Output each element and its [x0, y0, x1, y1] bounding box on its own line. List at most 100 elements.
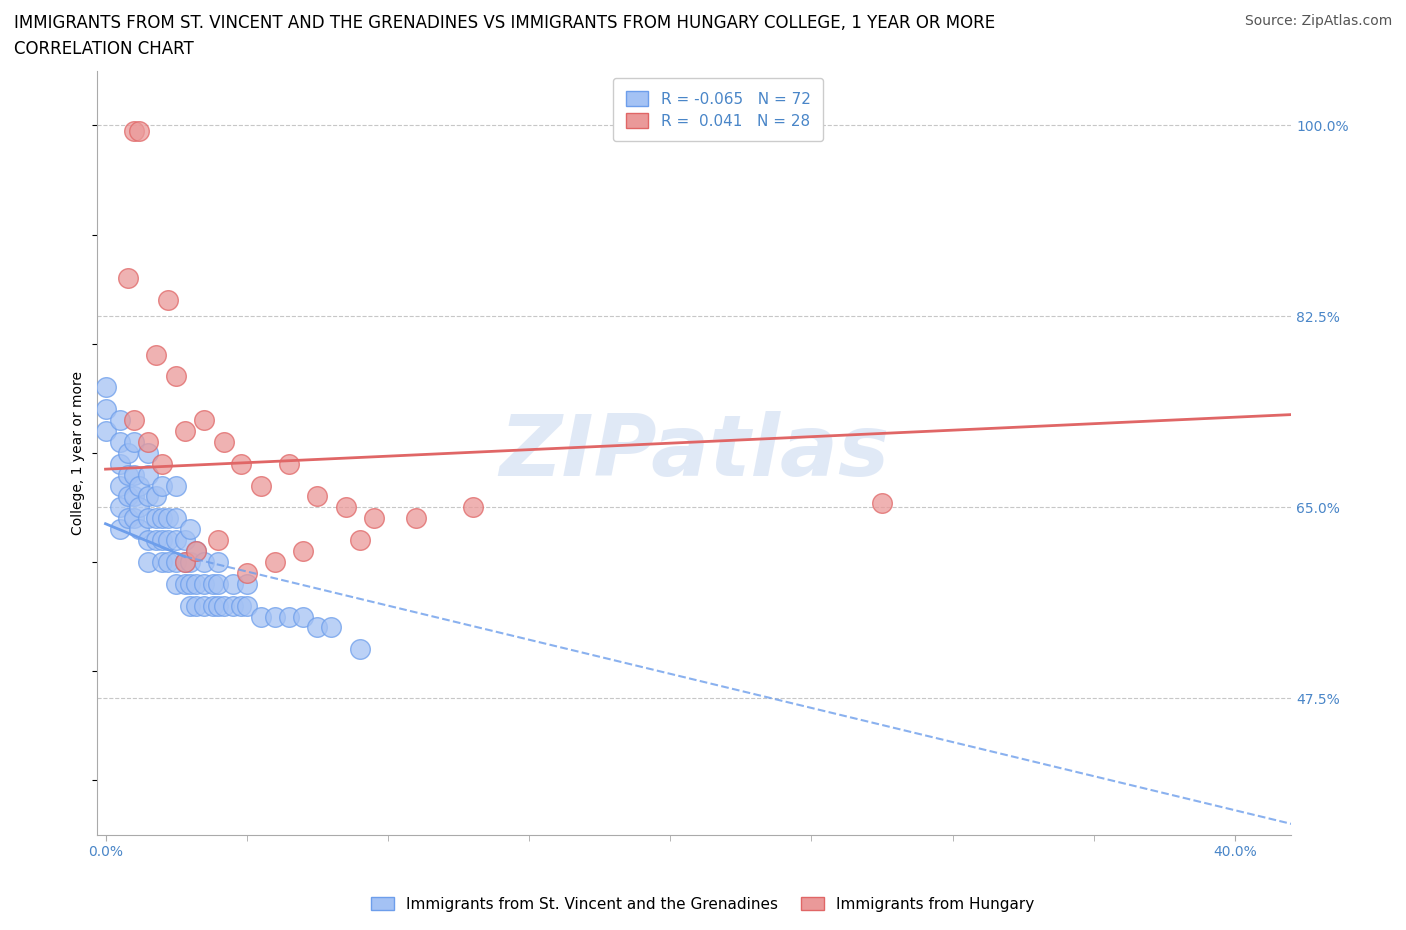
- Point: [122, 511, 145, 525]
- Legend: Immigrants from St. Vincent and the Grenadines, Immigrants from Hungary: Immigrants from St. Vincent and the Gren…: [366, 890, 1040, 918]
- Point: [229, 598, 252, 613]
- Point: [249, 478, 271, 493]
- Point: [156, 533, 179, 548]
- Point: [136, 434, 159, 449]
- Point: [128, 500, 150, 515]
- Point: [278, 609, 301, 624]
- Point: [156, 511, 179, 525]
- Point: [264, 609, 287, 624]
- Point: [201, 598, 224, 613]
- Point: [179, 577, 201, 591]
- Point: [117, 511, 139, 525]
- Text: IMMIGRANTS FROM ST. VINCENT AND THE GRENADINES VS IMMIGRANTS FROM HUNGARY COLLEG: IMMIGRANTS FROM ST. VINCENT AND THE GREN…: [14, 14, 995, 32]
- Point: [307, 620, 329, 635]
- Point: [207, 577, 229, 591]
- Point: [165, 478, 187, 493]
- Point: [321, 620, 343, 635]
- Point: [278, 457, 301, 472]
- Point: [165, 511, 187, 525]
- Point: [117, 489, 139, 504]
- Point: [173, 533, 195, 548]
- Point: [145, 489, 167, 504]
- Point: [122, 434, 145, 449]
- Point: [156, 554, 179, 569]
- Point: [136, 554, 159, 569]
- Point: [117, 271, 139, 286]
- Point: [145, 347, 167, 362]
- Point: [335, 500, 357, 515]
- Point: [165, 554, 187, 569]
- Point: [212, 434, 235, 449]
- Point: [150, 457, 173, 472]
- Point: [136, 489, 159, 504]
- Text: Source: ZipAtlas.com: Source: ZipAtlas.com: [1244, 14, 1392, 28]
- Point: [349, 533, 371, 548]
- Point: [264, 554, 287, 569]
- Point: [173, 423, 195, 438]
- Point: [108, 413, 131, 428]
- Point: [235, 598, 257, 613]
- Point: [207, 554, 229, 569]
- Point: [117, 467, 139, 482]
- Point: [201, 577, 224, 591]
- Point: [235, 565, 257, 580]
- Point: [307, 489, 329, 504]
- Point: [461, 500, 484, 515]
- Point: [128, 124, 150, 139]
- Point: [156, 293, 179, 308]
- Point: [193, 598, 215, 613]
- Point: [221, 598, 243, 613]
- Point: [150, 511, 173, 525]
- Point: [136, 511, 159, 525]
- Point: [405, 511, 427, 525]
- Point: [229, 457, 252, 472]
- Point: [117, 445, 139, 460]
- Point: [108, 500, 131, 515]
- Point: [108, 457, 131, 472]
- Point: [145, 533, 167, 548]
- Point: [108, 434, 131, 449]
- Point: [207, 598, 229, 613]
- Point: [122, 467, 145, 482]
- Point: [173, 554, 195, 569]
- Point: [122, 413, 145, 428]
- Point: [179, 598, 201, 613]
- Point: [292, 609, 315, 624]
- Point: [221, 577, 243, 591]
- Point: [173, 577, 195, 591]
- Point: [108, 522, 131, 537]
- Point: [349, 642, 371, 657]
- Point: [165, 577, 187, 591]
- Point: [193, 554, 215, 569]
- Point: [249, 609, 271, 624]
- Legend: R = -0.065   N = 72, R =  0.041   N = 28: R = -0.065 N = 72, R = 0.041 N = 28: [613, 78, 823, 141]
- Point: [212, 598, 235, 613]
- Point: [94, 379, 117, 394]
- Point: [363, 511, 385, 525]
- Point: [150, 533, 173, 548]
- Point: [207, 533, 229, 548]
- Point: [122, 124, 145, 139]
- Point: [108, 478, 131, 493]
- Point: [173, 554, 195, 569]
- Text: CORRELATION CHART: CORRELATION CHART: [14, 40, 194, 58]
- Point: [179, 554, 201, 569]
- Point: [179, 522, 201, 537]
- Point: [136, 467, 159, 482]
- Point: [184, 543, 207, 558]
- Point: [193, 413, 215, 428]
- Point: [184, 577, 207, 591]
- Point: [184, 543, 207, 558]
- Point: [165, 369, 187, 384]
- Point: [150, 478, 173, 493]
- Point: [165, 533, 187, 548]
- Point: [94, 423, 117, 438]
- Point: [150, 554, 173, 569]
- Point: [235, 577, 257, 591]
- Y-axis label: College, 1 year or more: College, 1 year or more: [72, 371, 86, 535]
- Point: [292, 543, 315, 558]
- Point: [122, 489, 145, 504]
- Point: [94, 402, 117, 417]
- Point: [128, 522, 150, 537]
- Point: [145, 511, 167, 525]
